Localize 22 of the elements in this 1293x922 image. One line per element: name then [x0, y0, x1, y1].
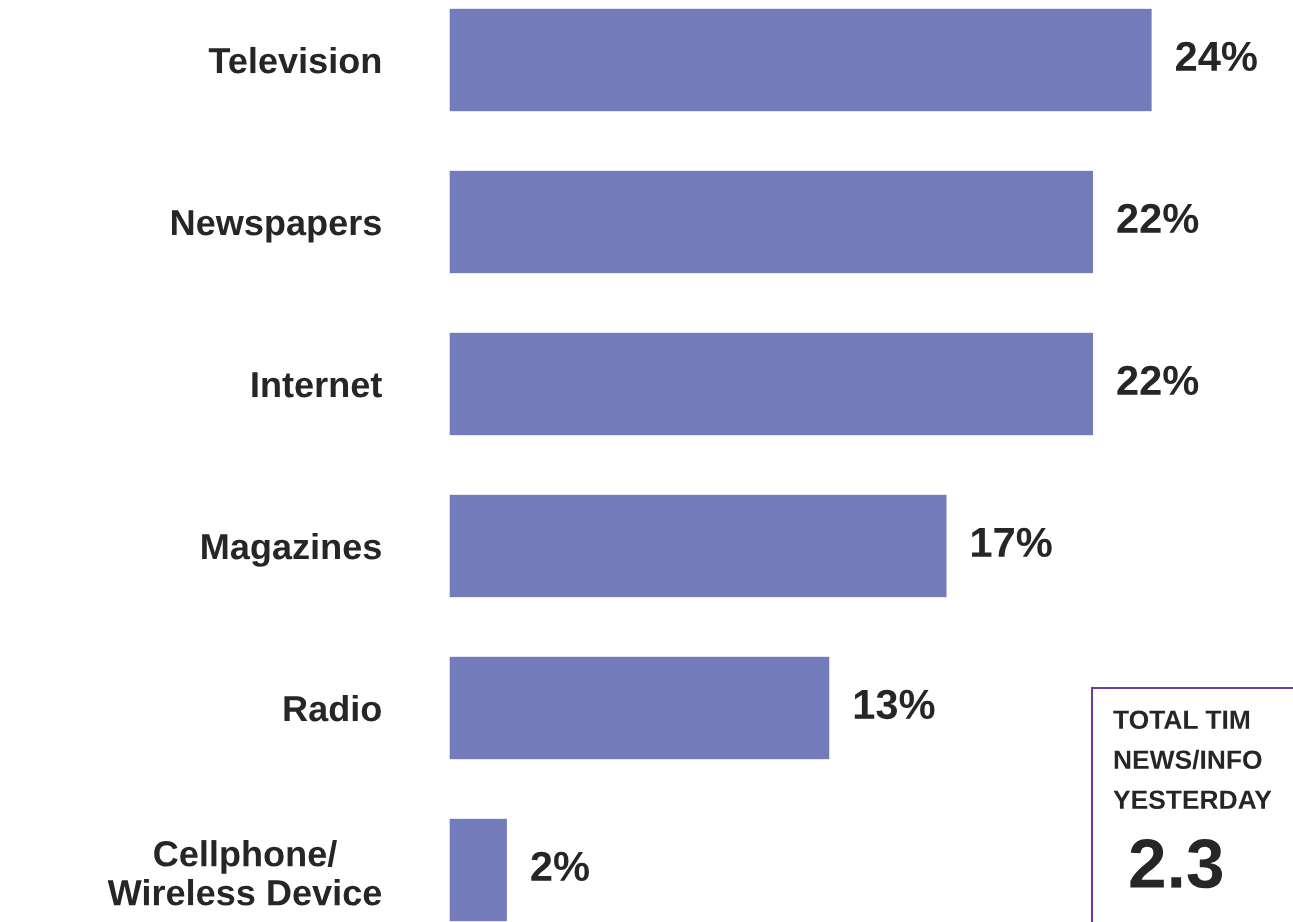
- annotation: 2.3: [1130, 839, 1223, 889]
- annotation: NEWS/INFO: [1114, 749, 1262, 770]
- bar: [449, 7, 1154, 113]
- data-label: 22%: [1117, 203, 1199, 234]
- bar: [449, 493, 948, 599]
- data-label: 13%: [854, 689, 935, 720]
- y-tick-label: Television: [208, 46, 381, 74]
- annotation: YESTERDAY: [1113, 790, 1272, 810]
- y-tick-label: Cellphone/ Wireless Device: [107, 840, 382, 906]
- y-tick-label: Magazines: [202, 532, 381, 567]
- data-label: 17%: [972, 527, 1052, 558]
- bar: [449, 169, 1095, 275]
- y-tick-label: Internet: [252, 372, 382, 398]
- data-label: 2%: [531, 851, 589, 882]
- y-tick-label: Newspapers: [172, 210, 381, 243]
- bar: [449, 655, 831, 761]
- y-tick-label: Radio: [284, 694, 381, 722]
- annotation: TOTAL TIM: [1113, 710, 1250, 730]
- data-label: 24%: [1176, 41, 1257, 72]
- data-label: 22%: [1117, 365, 1199, 396]
- bar: [449, 817, 509, 922]
- bar: [449, 331, 1095, 437]
